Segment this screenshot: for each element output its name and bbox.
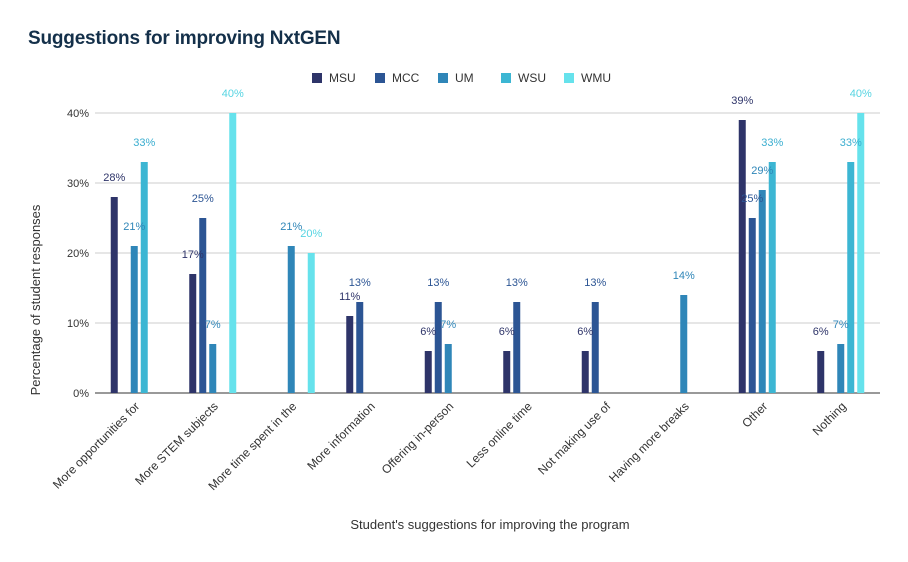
data-label: 33% — [761, 137, 783, 149]
bar-um — [758, 190, 766, 393]
legend-swatch-mcc — [375, 73, 385, 83]
bar-mcc — [199, 218, 207, 393]
y-tick-label: 20% — [67, 248, 89, 260]
data-label: 25% — [192, 193, 214, 205]
category-label: Not making use of — [535, 399, 614, 478]
data-label: 6% — [499, 326, 515, 338]
legend-swatch-wmu — [564, 73, 574, 83]
bar-um — [130, 246, 138, 393]
y-axis-title: Percentage of student responses — [28, 204, 43, 395]
data-label: 13% — [349, 277, 371, 289]
bar-wsu — [140, 162, 148, 393]
legend-label: WMU — [581, 71, 611, 85]
category-label: Other — [739, 399, 770, 430]
category-label: Nothing — [810, 399, 849, 438]
bar-mcc — [513, 302, 521, 393]
data-label: 29% — [751, 165, 773, 177]
bar-msu — [110, 197, 118, 393]
legend-swatch-msu — [312, 73, 322, 83]
bar-msu — [424, 351, 432, 393]
data-label: 13% — [584, 277, 606, 289]
bar-um — [444, 344, 452, 393]
y-tick-label: 40% — [67, 108, 89, 120]
bar-mcc — [591, 302, 599, 393]
data-label: 14% — [673, 270, 695, 282]
bar-msu — [581, 351, 589, 393]
category-label: Having more breaks — [606, 399, 692, 485]
data-label: 6% — [420, 326, 436, 338]
data-label: 39% — [731, 95, 753, 107]
data-label: 28% — [103, 172, 125, 184]
legend-label: MCC — [392, 71, 420, 85]
bar-um — [287, 246, 295, 393]
x-axis-title: Student's suggestions for improving the … — [350, 517, 629, 532]
legend: MSU MCC UM WSU WMU — [312, 71, 611, 85]
data-label: 7% — [205, 319, 221, 331]
bar-mcc — [748, 218, 756, 393]
y-tick-label: 30% — [67, 178, 89, 190]
category-label: Less online time — [464, 399, 535, 470]
bar-wsu — [847, 162, 855, 393]
bar-wmu — [857, 113, 865, 393]
data-label: 17% — [182, 249, 204, 261]
data-label: 33% — [133, 137, 155, 149]
bar-msu — [503, 351, 511, 393]
data-label: 25% — [741, 193, 763, 205]
category-label: More opportunities for — [50, 399, 142, 491]
data-label: 20% — [300, 228, 322, 240]
bar-wmu — [229, 113, 237, 393]
legend-label: WSU — [518, 71, 546, 85]
legend-label: UM — [455, 71, 474, 85]
data-label: 6% — [577, 326, 593, 338]
category-label: More time spent in the — [206, 399, 300, 493]
y-tick-label: 10% — [67, 318, 89, 330]
data-label: 21% — [280, 221, 302, 233]
bar-mcc — [434, 302, 442, 393]
data-label: 6% — [813, 326, 829, 338]
category-label: Offering in-person — [379, 399, 457, 477]
bar-um — [680, 295, 688, 393]
data-label: 7% — [833, 319, 849, 331]
data-label: 21% — [123, 221, 145, 233]
category-label: More information — [304, 399, 378, 473]
data-labels: 28%21%33%17%25%7%40%21%20%11%13%6%13%7%6… — [103, 88, 872, 338]
bar-msu — [346, 316, 354, 393]
bar-um — [837, 344, 845, 393]
bar-msu — [189, 274, 197, 393]
legend-swatch-um — [438, 73, 448, 83]
data-label: 40% — [850, 88, 872, 100]
bar-wmu — [307, 253, 315, 393]
y-axis-ticks: 0% 10% 20% 30% 40% — [67, 108, 89, 400]
chart-title: Suggestions for improving NxtGEN — [28, 28, 341, 49]
bar-wsu — [768, 162, 776, 393]
bar-mcc — [356, 302, 364, 393]
y-tick-label: 0% — [73, 388, 89, 400]
bar-msu — [817, 351, 825, 393]
bar-msu — [738, 120, 746, 393]
data-label: 13% — [506, 277, 528, 289]
bars — [110, 113, 865, 393]
legend-label: MSU — [329, 71, 356, 85]
legend-swatch-wsu — [501, 73, 511, 83]
data-label: 11% — [339, 291, 360, 303]
data-label: 40% — [222, 88, 244, 100]
data-label: 7% — [440, 319, 456, 331]
data-label: 13% — [427, 277, 449, 289]
data-label: 33% — [840, 137, 862, 149]
category-label: More STEM subjects — [132, 399, 221, 488]
bar-um — [209, 344, 217, 393]
